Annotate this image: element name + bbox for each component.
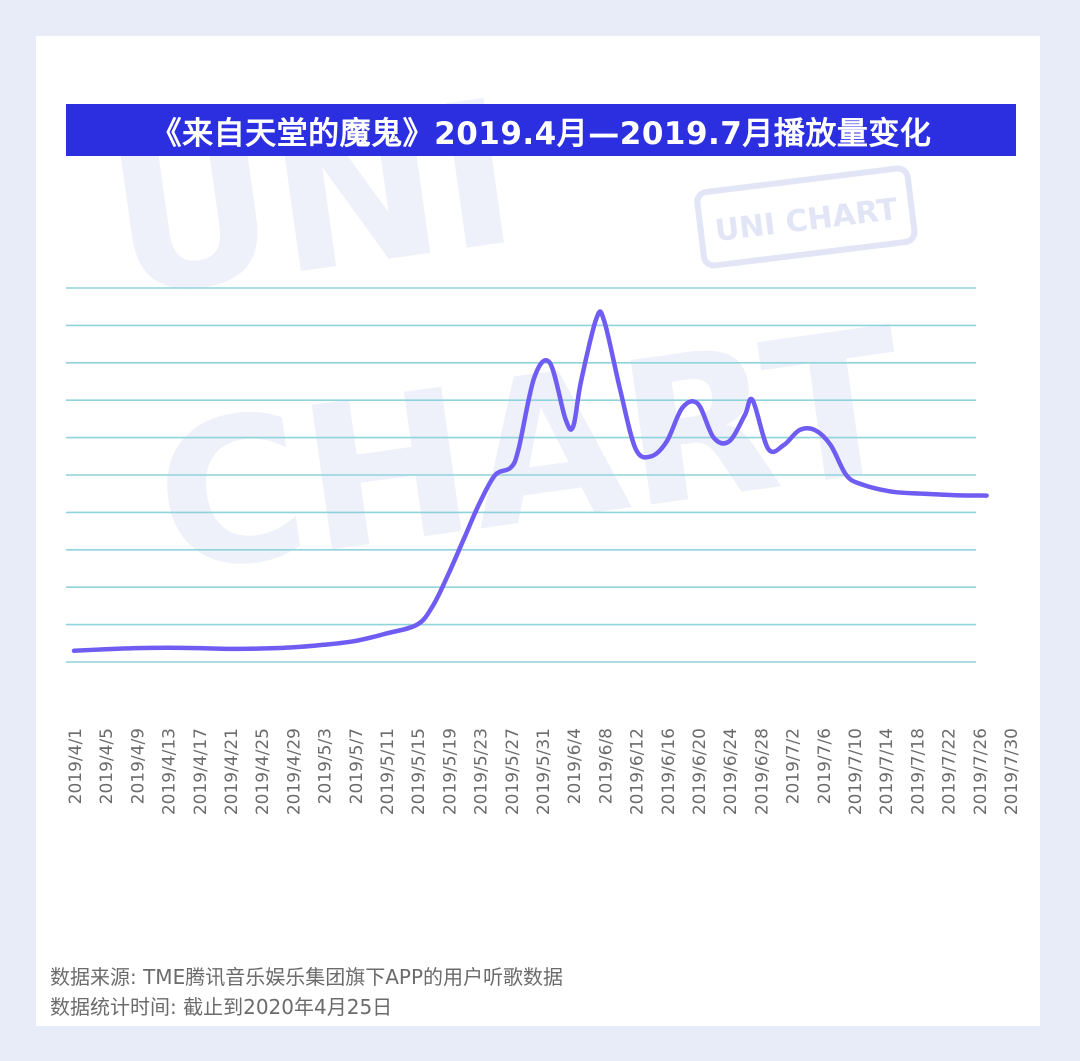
x-tick-label: 2019/6/8 bbox=[596, 728, 616, 804]
watermark-text-chart: CHART bbox=[143, 285, 919, 620]
series-line bbox=[71, 309, 989, 654]
x-tick-label: 2019/7/2 bbox=[784, 728, 804, 804]
series-line-layer bbox=[71, 309, 989, 654]
watermark-stamp-text: UNI CHART bbox=[713, 192, 900, 249]
x-tick-label: 2019/4/13 bbox=[160, 728, 180, 815]
x-tick-label: 2019/6/16 bbox=[659, 728, 679, 815]
x-tick-label: 2019/5/31 bbox=[534, 728, 554, 815]
x-tick-label: 2019/6/28 bbox=[752, 728, 772, 815]
x-tick-label: 2019/4/5 bbox=[97, 728, 117, 804]
data-time-note: 数据统计时间: 截止到2020年4月25日 bbox=[50, 995, 393, 1019]
x-axis-tick-labels: 2019/4/1 2019/4/5 2019/4/9 2019/4/13 2019/4/… bbox=[66, 728, 1022, 815]
chart-title-bar: 《来自天堂的魔鬼》2019.4月—2019.7月播放量变化 bbox=[66, 104, 1016, 156]
x-tick-label: 2019/6/24 bbox=[721, 728, 741, 815]
x-tick-label: 2019/7/10 bbox=[846, 728, 866, 815]
x-tick-label: 2019/6/20 bbox=[690, 728, 710, 815]
x-tick-label: 2019/5/11 bbox=[378, 728, 398, 815]
x-tick-label: 2019/7/22 bbox=[940, 728, 960, 815]
x-tick-label: 2019/6/4 bbox=[565, 728, 585, 804]
data-source-note: 数据来源: TME腾讯音乐娱乐集团旗下APP的用户听歌数据 bbox=[50, 965, 564, 989]
watermark-stamp-frame bbox=[694, 165, 918, 269]
x-tick-label: 2019/5/23 bbox=[472, 728, 492, 815]
chart-card bbox=[36, 36, 1040, 1026]
x-tick-label: 2019/7/26 bbox=[971, 728, 991, 815]
x-tick-label: 2019/4/9 bbox=[128, 728, 148, 804]
x-tick-label: 2019/7/18 bbox=[908, 728, 928, 815]
watermark-text-uni: UNI bbox=[96, 57, 529, 344]
x-tick-label: 2019/7/30 bbox=[1002, 728, 1022, 815]
x-tick-label: 2019/4/25 bbox=[253, 728, 273, 815]
x-tick-label: 2019/4/17 bbox=[191, 728, 211, 815]
x-tick-label: 2019/4/1 bbox=[66, 728, 86, 804]
footer-notes: 数据来源: TME腾讯音乐娱乐集团旗下APP的用户听歌数据 数据统计时间: 截止… bbox=[50, 962, 950, 1022]
x-tick-label: 2019/7/14 bbox=[877, 728, 897, 815]
chart-title: 《来自天堂的魔鬼》2019.4月—2019.7月播放量变化 bbox=[150, 115, 932, 152]
x-tick-label: 2019/5/19 bbox=[440, 728, 460, 815]
x-tick-label: 2019/5/27 bbox=[503, 728, 523, 815]
x-tick-label: 2019/7/6 bbox=[815, 728, 835, 804]
x-tick-label: 2019/5/7 bbox=[347, 728, 367, 804]
x-tick-label: 2019/4/29 bbox=[284, 728, 304, 815]
x-tick-label: 2019/5/3 bbox=[316, 728, 336, 804]
x-tick-label: 2019/4/21 bbox=[222, 728, 242, 815]
x-tick-label: 2019/6/12 bbox=[628, 728, 648, 815]
watermark-stamp: UNI CHART bbox=[694, 165, 918, 269]
x-tick-label: 2019/5/15 bbox=[409, 728, 429, 815]
